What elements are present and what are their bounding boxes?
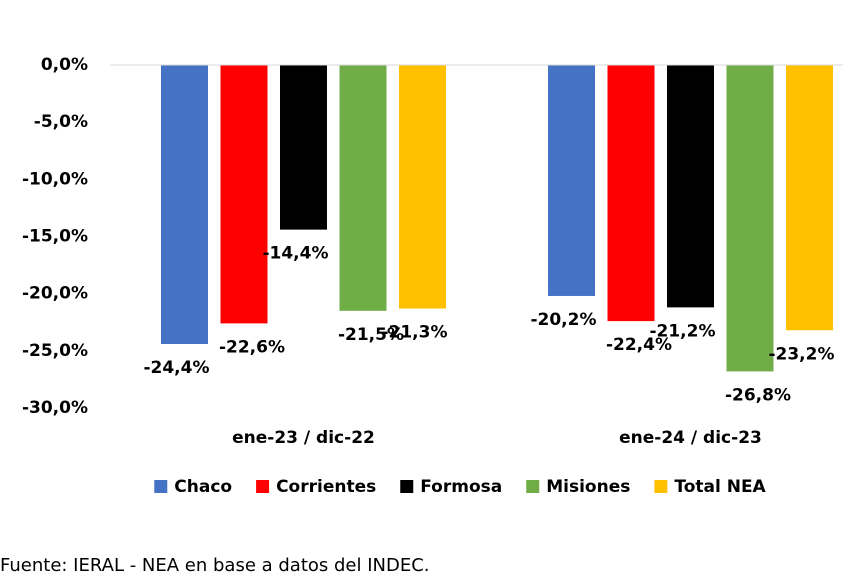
value-label: -21,3% <box>381 323 447 343</box>
y-tick-label: -5,0% <box>34 112 88 132</box>
bar <box>280 65 327 230</box>
bar <box>339 65 387 311</box>
y-tick-label: -30,0% <box>22 398 88 418</box>
legend-label: Misiones <box>546 477 630 497</box>
legend-swatch <box>154 480 168 493</box>
value-label: -21,2% <box>649 321 715 341</box>
bar <box>607 65 655 322</box>
legend-label: Corrientes <box>276 477 376 497</box>
y-tick-label: -10,0% <box>22 169 88 189</box>
value-label: -22,4% <box>606 335 672 355</box>
bar <box>726 65 774 372</box>
legend-swatch <box>654 480 668 493</box>
x-tick-label: ene-23 / dic-22 <box>232 428 375 448</box>
legend-label: Formosa <box>420 477 502 497</box>
value-label: -23,2% <box>768 344 834 364</box>
bar <box>399 65 446 309</box>
value-label: -21,5% <box>338 325 404 345</box>
legend-label: Total NEA <box>674 477 766 497</box>
legend-swatch <box>256 480 270 493</box>
y-tick-label: 0,0% <box>41 55 88 75</box>
y-tick-label: -25,0% <box>22 341 88 361</box>
legend-swatch <box>526 480 540 493</box>
legend-swatch <box>400 480 414 493</box>
x-tick-label: ene-24 / dic-23 <box>619 428 762 448</box>
source-note: Fuente: IERAL - NEA en base a datos del … <box>0 555 430 576</box>
bar <box>220 65 268 324</box>
bar <box>667 65 714 308</box>
value-label: -24,4% <box>143 358 209 378</box>
value-label: -22,6% <box>219 337 285 357</box>
legend-label: Chaco <box>174 477 232 497</box>
value-label: -20,2% <box>530 310 596 330</box>
bar <box>548 65 595 296</box>
y-tick-label: -20,0% <box>22 284 88 304</box>
bar <box>786 65 833 331</box>
value-label: -14,4% <box>262 244 328 264</box>
bar <box>161 65 208 344</box>
y-tick-label: -15,0% <box>22 227 88 247</box>
value-label: -26,8% <box>725 385 791 405</box>
